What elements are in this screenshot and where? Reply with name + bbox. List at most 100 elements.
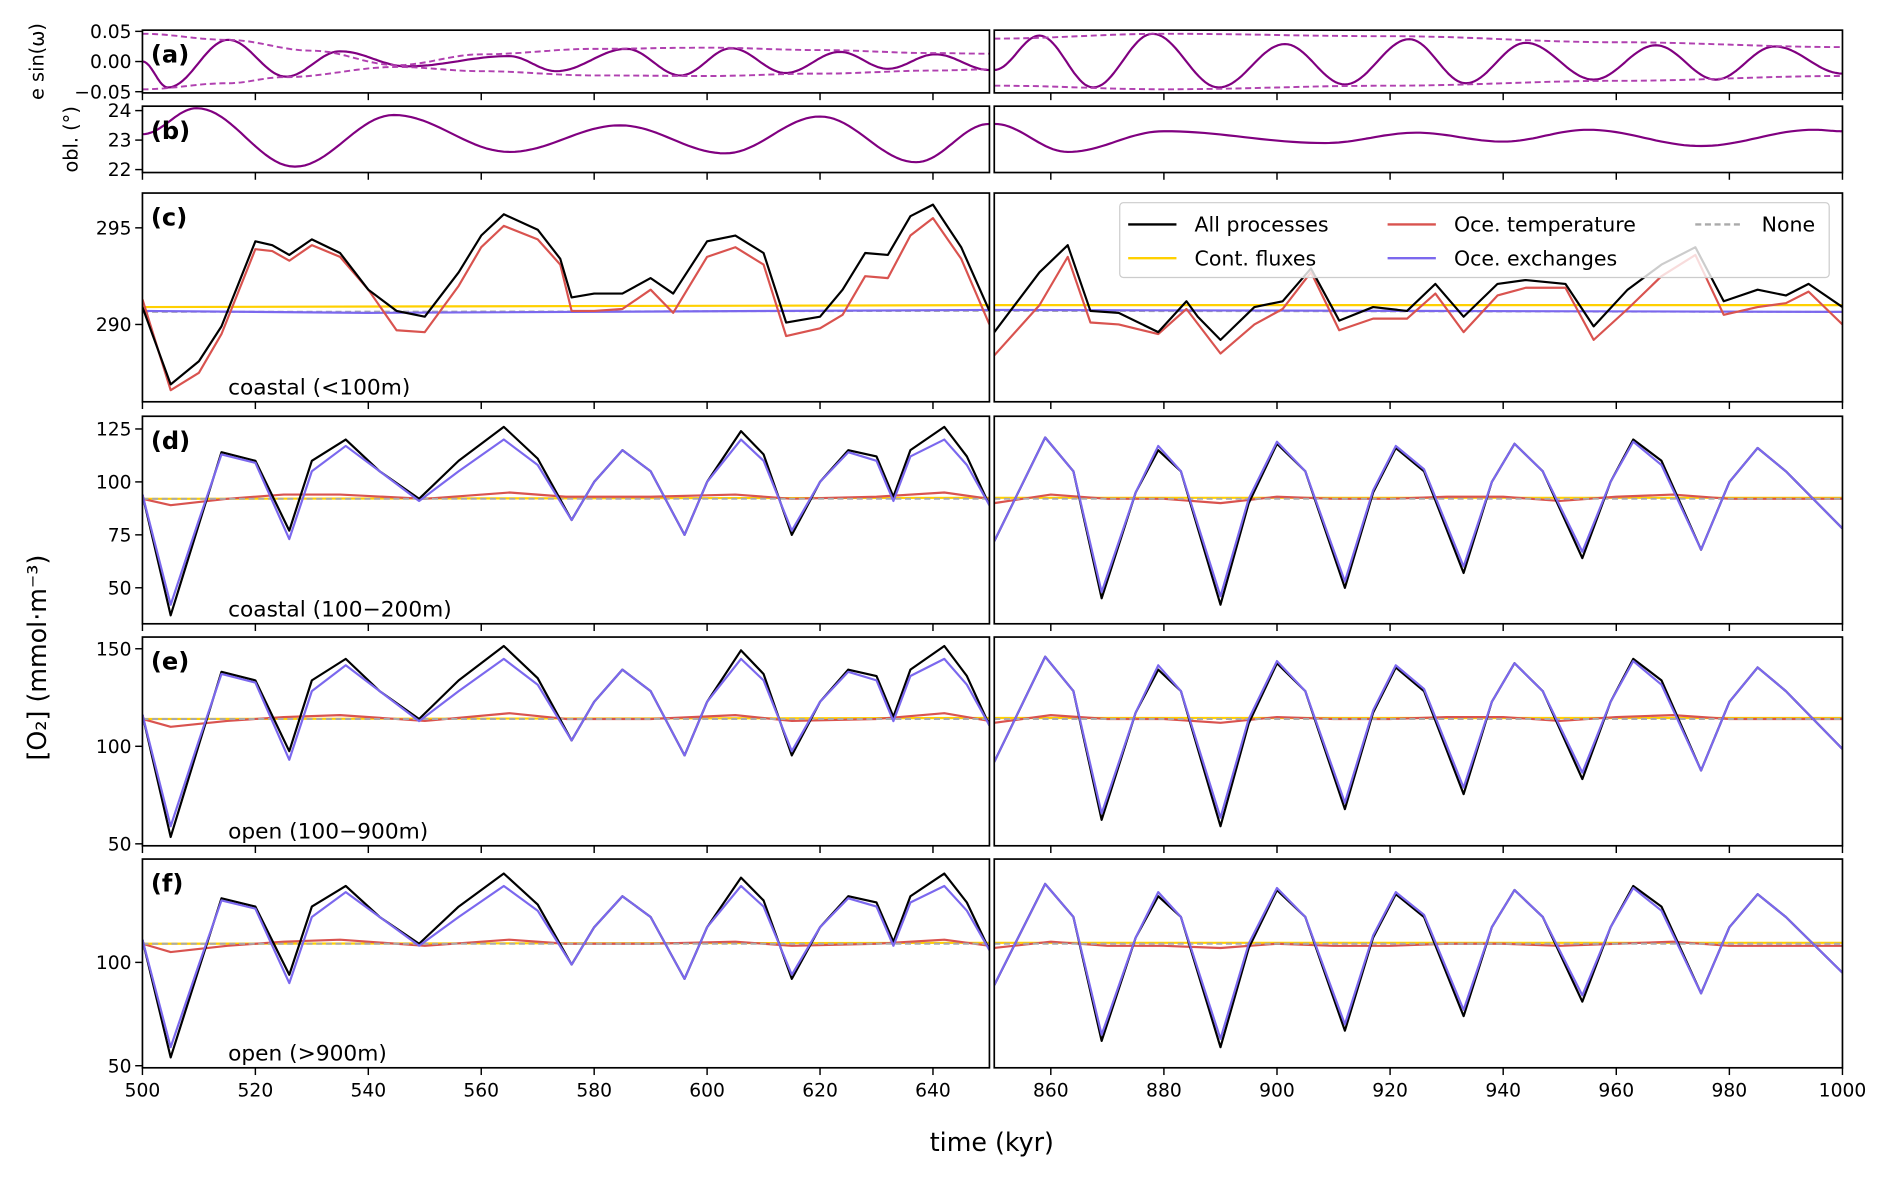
y-tick-label: 24 <box>108 101 132 122</box>
x-tick-label: 540 <box>350 1081 386 1102</box>
panel-b-right-plot-area <box>994 122 1843 153</box>
y-tick-label: 50 <box>108 834 132 855</box>
axes-frame <box>993 415 1844 625</box>
y-axis-label: e sin(ω) <box>26 23 49 100</box>
panel-letter: (f) <box>151 870 184 898</box>
series-line-e-upper-envelope- <box>994 32 1843 49</box>
y-tick-label: 100 <box>96 953 132 974</box>
series-line-oce-exchanges <box>994 436 1843 598</box>
series-line-oce-exchanges <box>142 884 990 1049</box>
series-line-all-processes <box>994 436 1843 606</box>
series-line-all-processes <box>142 872 990 1059</box>
series-line--e-lower-envelope- <box>994 75 1843 91</box>
legend: All processes Oce. temperature None Cont. f… <box>1119 202 1830 279</box>
panel-e-left-plot-area <box>142 644 990 839</box>
legend-item: Cont. fluxes <box>1128 246 1316 270</box>
series-line-oce-exchanges <box>142 657 990 828</box>
series-line-oce-temperature <box>994 253 1843 357</box>
panel-d-left-plot-area <box>142 425 990 617</box>
series-line-oce-temperature <box>994 493 1843 505</box>
y-axis-label: obl. (°) <box>59 106 82 172</box>
region-label: open (>900m) <box>228 1042 387 1067</box>
series-line-all-processes <box>142 425 990 617</box>
y-tick-label: 0.00 <box>90 52 132 73</box>
panel-b: 24 23 22 (b) obl. (°) <box>59 101 1844 181</box>
y-tick-label: −0.05 <box>74 82 131 103</box>
series-line-e-sin- <box>142 38 990 89</box>
x-tick-label: 900 <box>1259 1081 1295 1102</box>
axes-frame <box>993 858 1844 1069</box>
region-label: open (100−900m) <box>228 820 428 845</box>
legend-item: Oce. temperature <box>1387 213 1636 237</box>
x-tick-label: 920 <box>1372 1081 1408 1102</box>
axes-frame <box>141 29 991 94</box>
panel-f-left-plot-area <box>142 872 990 1059</box>
panel-f: 500 520 540 560 580 600 620 640 860 880 900 920 940 9… <box>96 858 1867 1102</box>
axes-frame <box>993 192 1844 403</box>
legend-item: All processes <box>1128 213 1329 237</box>
legend-box <box>1119 202 1830 279</box>
legend-item: Oce. exchanges <box>1387 246 1617 270</box>
y-tick-label: 100 <box>96 737 132 758</box>
panel-a: 0.05 0.00 −0.05 (a) e sin(ω) <box>26 22 1844 103</box>
y-tick-label: 50 <box>108 578 132 599</box>
series-line-oce-exchanges <box>994 882 1843 1040</box>
series-line-obliquity <box>142 107 990 168</box>
series-line-obliquity <box>994 122 1843 153</box>
x-tick-label: 580 <box>576 1081 612 1102</box>
series-line-all-processes <box>142 644 990 839</box>
series-line-oce-temperature <box>994 714 1843 724</box>
y-tick-label: 23 <box>108 131 132 152</box>
y-tick-label: 75 <box>108 525 132 546</box>
y-tick-label: 0.05 <box>90 22 132 43</box>
panel-d-right-plot-area <box>994 436 1843 606</box>
panel-a-left-plot-area <box>142 32 990 91</box>
series-line-e-upper-envelope- <box>142 32 990 67</box>
x-tick-label: 880 <box>1146 1081 1182 1102</box>
panel-letter: (d) <box>151 427 190 455</box>
panels: 0.05 0.00 −0.05 (a) e sin(ω) 24 23 22 (b) obl. (°… <box>26 22 1867 1102</box>
series-line-oce-temperature <box>142 491 990 507</box>
panel-b-left-plot-area <box>142 107 990 168</box>
series-line-oce-exchanges <box>994 655 1843 819</box>
panel-c-left-plot-area <box>142 203 990 392</box>
region-label: coastal (100−200m) <box>228 598 452 623</box>
series-line-oce-exchanges <box>994 308 1843 313</box>
series-line-all-processes <box>142 203 990 386</box>
x-tick-label: 560 <box>463 1081 499 1102</box>
panel-c: 295 290 (c) coastal (<100m) <box>96 192 1844 410</box>
panel-c-right-plot-area <box>994 244 1843 357</box>
series-line-all-processes <box>994 882 1843 1049</box>
x-tick-label: 500 <box>125 1081 161 1102</box>
x-tick-label: 640 <box>915 1081 951 1102</box>
y-tick-label: 150 <box>96 639 132 660</box>
series-line-cont-fluxes <box>142 304 990 309</box>
axes-frame <box>141 636 991 847</box>
axes-frame <box>141 105 991 174</box>
y-tick-label: 290 <box>96 315 132 336</box>
x-tick-label: 620 <box>802 1081 838 1102</box>
panel-letter: (b) <box>151 117 190 145</box>
axes-frame <box>993 636 1844 847</box>
panel-letter: (a) <box>151 41 189 69</box>
y-tick-label: 125 <box>96 420 132 441</box>
legend-label: Oce. temperature <box>1454 213 1636 237</box>
series-line-oce-exchanges <box>142 438 990 606</box>
y-tick-label: 22 <box>108 160 132 181</box>
legend-item: None <box>1695 213 1815 237</box>
x-axis-label: time (kyr) <box>930 1127 1054 1157</box>
x-tick-label: 520 <box>238 1081 274 1102</box>
x-tick-label: 980 <box>1712 1081 1748 1102</box>
axes-frame <box>993 105 1844 174</box>
x-tick-label: 600 <box>689 1081 725 1102</box>
y-tick-label: 100 <box>96 473 132 494</box>
panel-d: 125 100 75 50 (d) coastal (100−200m) <box>96 415 1844 632</box>
panel-e: 150 100 50 (e) open (100−900m) <box>96 636 1844 855</box>
panel-letter: (e) <box>151 648 189 676</box>
y-tick-label: 50 <box>108 1056 132 1077</box>
legend-label: Oce. exchanges <box>1454 246 1617 270</box>
legend-label: All processes <box>1195 213 1329 237</box>
axes-frame <box>141 415 991 625</box>
x-tick-label: 1000 <box>1819 1081 1867 1102</box>
